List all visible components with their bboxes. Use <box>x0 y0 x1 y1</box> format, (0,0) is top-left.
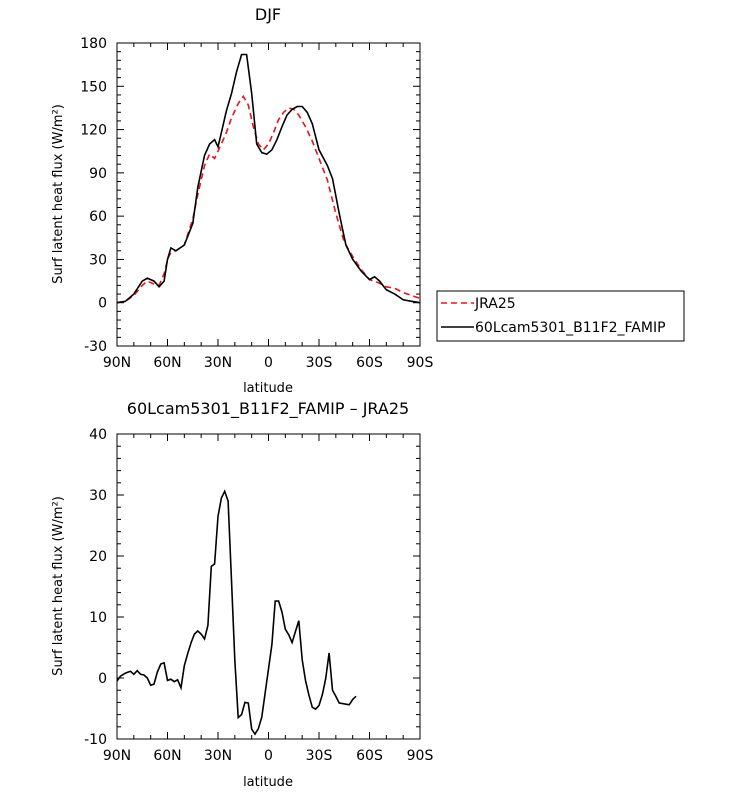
bottom-panel-y-axis-label: Surf latent heat flux (W/m²) <box>51 496 66 676</box>
bottom-x-tick-label: 30N <box>204 748 232 764</box>
legend-box <box>436 290 685 342</box>
legend-label-model: 60Lcam5301_B11F2_FAMIP <box>475 320 666 336</box>
top-panel-ticks: 90N 60N 30N 0 30S 60S 90S -30 0 30 60 90 120 150 180 <box>80 36 433 371</box>
top-panel-y-axis-label: Surf latent heat flux (W/m²) <box>51 104 66 284</box>
bottom-y-tick-label: 20 <box>89 549 107 565</box>
top-x-tick-label: 0 <box>264 355 273 371</box>
top-y-tick-label: 120 <box>80 123 107 139</box>
bottom-x-tick-label: 90N <box>103 748 131 764</box>
bottom-x-tick-label: 60S <box>356 748 383 764</box>
bottom-y-tick-label: 40 <box>89 427 107 443</box>
bottom-panel-series <box>116 489 357 736</box>
bottom-x-tick-label: 30S <box>306 748 333 764</box>
bottom-x-tick-label: 90S <box>407 748 434 764</box>
legend: JRA25 60Lcam5301_B11F2_FAMIP <box>436 290 685 342</box>
top-y-tick-label: 150 <box>80 79 107 95</box>
top-series-line-1 <box>116 94 421 304</box>
bottom-series-line-1 <box>116 489 357 736</box>
bottom-y-tick-label: 30 <box>89 488 107 504</box>
top-x-tick-label: 30N <box>204 355 232 371</box>
bottom-y-tick-label: 0 <box>98 671 107 687</box>
bottom-y-tick-label: 10 <box>89 610 107 626</box>
bottom-panel: 60Lcam5301_B11F2_FAMIP – JRA25 90N 60N 30N… <box>51 399 433 790</box>
bottom-y-tick-label: -10 <box>84 732 107 748</box>
legend-label-jra25: JRA25 <box>474 296 516 312</box>
top-x-tick-label: 90N <box>103 355 131 371</box>
top-x-tick-label: 30S <box>306 355 333 371</box>
top-y-tick-label: 90 <box>89 166 107 182</box>
bottom-x-tick-label: 60N <box>153 748 181 764</box>
bottom-panel-title: 60Lcam5301_B11F2_FAMIP – JRA25 <box>127 399 409 419</box>
top-panel: DJF 90N 60N 30N 0 30S 60S 90S -30 0 30 60 90 120 150 1… <box>51 5 433 396</box>
top-x-tick-label: 60S <box>356 355 383 371</box>
bottom-panel-x-axis-label: latitude <box>243 775 293 790</box>
top-x-tick-label: 60N <box>153 355 181 371</box>
top-panel-series <box>116 53 421 304</box>
top-y-tick-label: 0 <box>98 296 107 312</box>
top-y-tick-label: -30 <box>84 339 107 355</box>
bottom-x-tick-label: 0 <box>264 748 273 764</box>
top-panel-title: DJF <box>255 5 281 24</box>
top-y-tick-label: 180 <box>80 36 107 52</box>
top-y-tick-label: 60 <box>89 209 107 225</box>
top-series-line-2 <box>116 53 421 304</box>
bottom-panel-frame <box>116 433 421 740</box>
top-x-tick-label: 90S <box>407 355 434 371</box>
top-panel-x-axis-label: latitude <box>243 381 293 396</box>
bottom-panel-ticks: 90N 60N 30N 0 30S 60S 90S -10 0 10 20 30 40 <box>84 427 433 764</box>
top-y-tick-label: 30 <box>89 252 107 268</box>
top-panel-frame <box>116 42 421 347</box>
